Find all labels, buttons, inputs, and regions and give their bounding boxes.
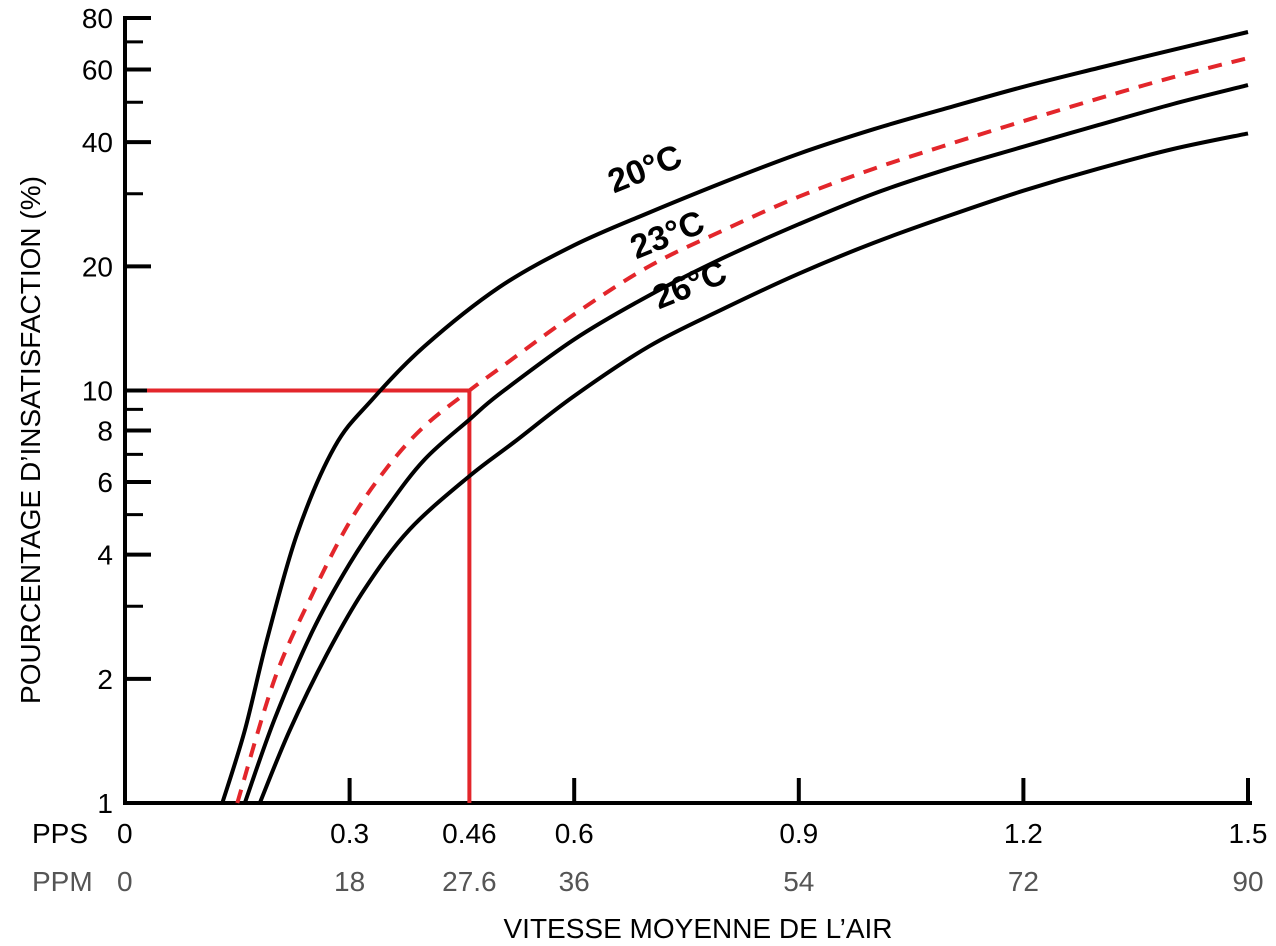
y-tick-label: 80: [82, 3, 113, 34]
y-tick-label: 6: [97, 467, 113, 498]
y-tick-label: 1: [97, 788, 113, 819]
x-tick-label: 90: [1232, 866, 1263, 897]
x-row-name: PPM: [32, 866, 93, 897]
x-tick-label: 54: [783, 866, 814, 897]
x-tick-label: 1.2: [1004, 818, 1043, 849]
x-tick-label: 0: [117, 866, 133, 897]
label-layer: 20°C23°C26°C: [603, 137, 733, 317]
x-tick-label: 0.3: [330, 818, 369, 849]
x-tick-label: 72: [1008, 866, 1039, 897]
x-tick-label: 1.5: [1229, 818, 1268, 849]
x-tick-label: 0.6: [555, 818, 594, 849]
curve-label: 20°C: [603, 137, 688, 201]
y-tick-label: 10: [82, 376, 113, 407]
y-tick-label: 40: [82, 127, 113, 158]
series-line-dashed: [235, 56, 1249, 804]
reference-layer: [147, 388, 472, 803]
y-tick-label: 60: [82, 55, 113, 86]
x-tick-label: 0.46: [442, 818, 497, 849]
series-line-26C: [257, 131, 1249, 804]
x-tick-label: 36: [559, 866, 590, 897]
x-tick-label: 0.9: [779, 818, 818, 849]
axes-layer: 1 2 4 6 8 10 20 40 60 80 PPS 0 0.3 0.46 0.6 0.9 1.2 1.5 PP…: [32, 3, 1267, 897]
x-tick-label: 0: [117, 818, 133, 849]
series-layer: [220, 30, 1249, 804]
reference-line: [147, 388, 472, 803]
series-line-20C: [220, 30, 1249, 804]
y-tick-label: 8: [97, 415, 113, 446]
x-row-name: PPS: [32, 818, 88, 849]
x-axis-title: VITESSE MOYENNE DE L’AIR: [504, 913, 893, 944]
x-tick-label: 27.6: [442, 866, 497, 897]
y-tick-label: 4: [97, 540, 113, 571]
y-tick-label: 20: [82, 251, 113, 282]
series-line-23C: [242, 83, 1249, 804]
curve-label: 26°C: [648, 253, 733, 317]
y-tick-label: 2: [97, 664, 113, 695]
x-tick-label: 18: [334, 866, 365, 897]
y-axis-title: POURCENTAGE D’INSATISFACTION (%): [15, 176, 46, 704]
